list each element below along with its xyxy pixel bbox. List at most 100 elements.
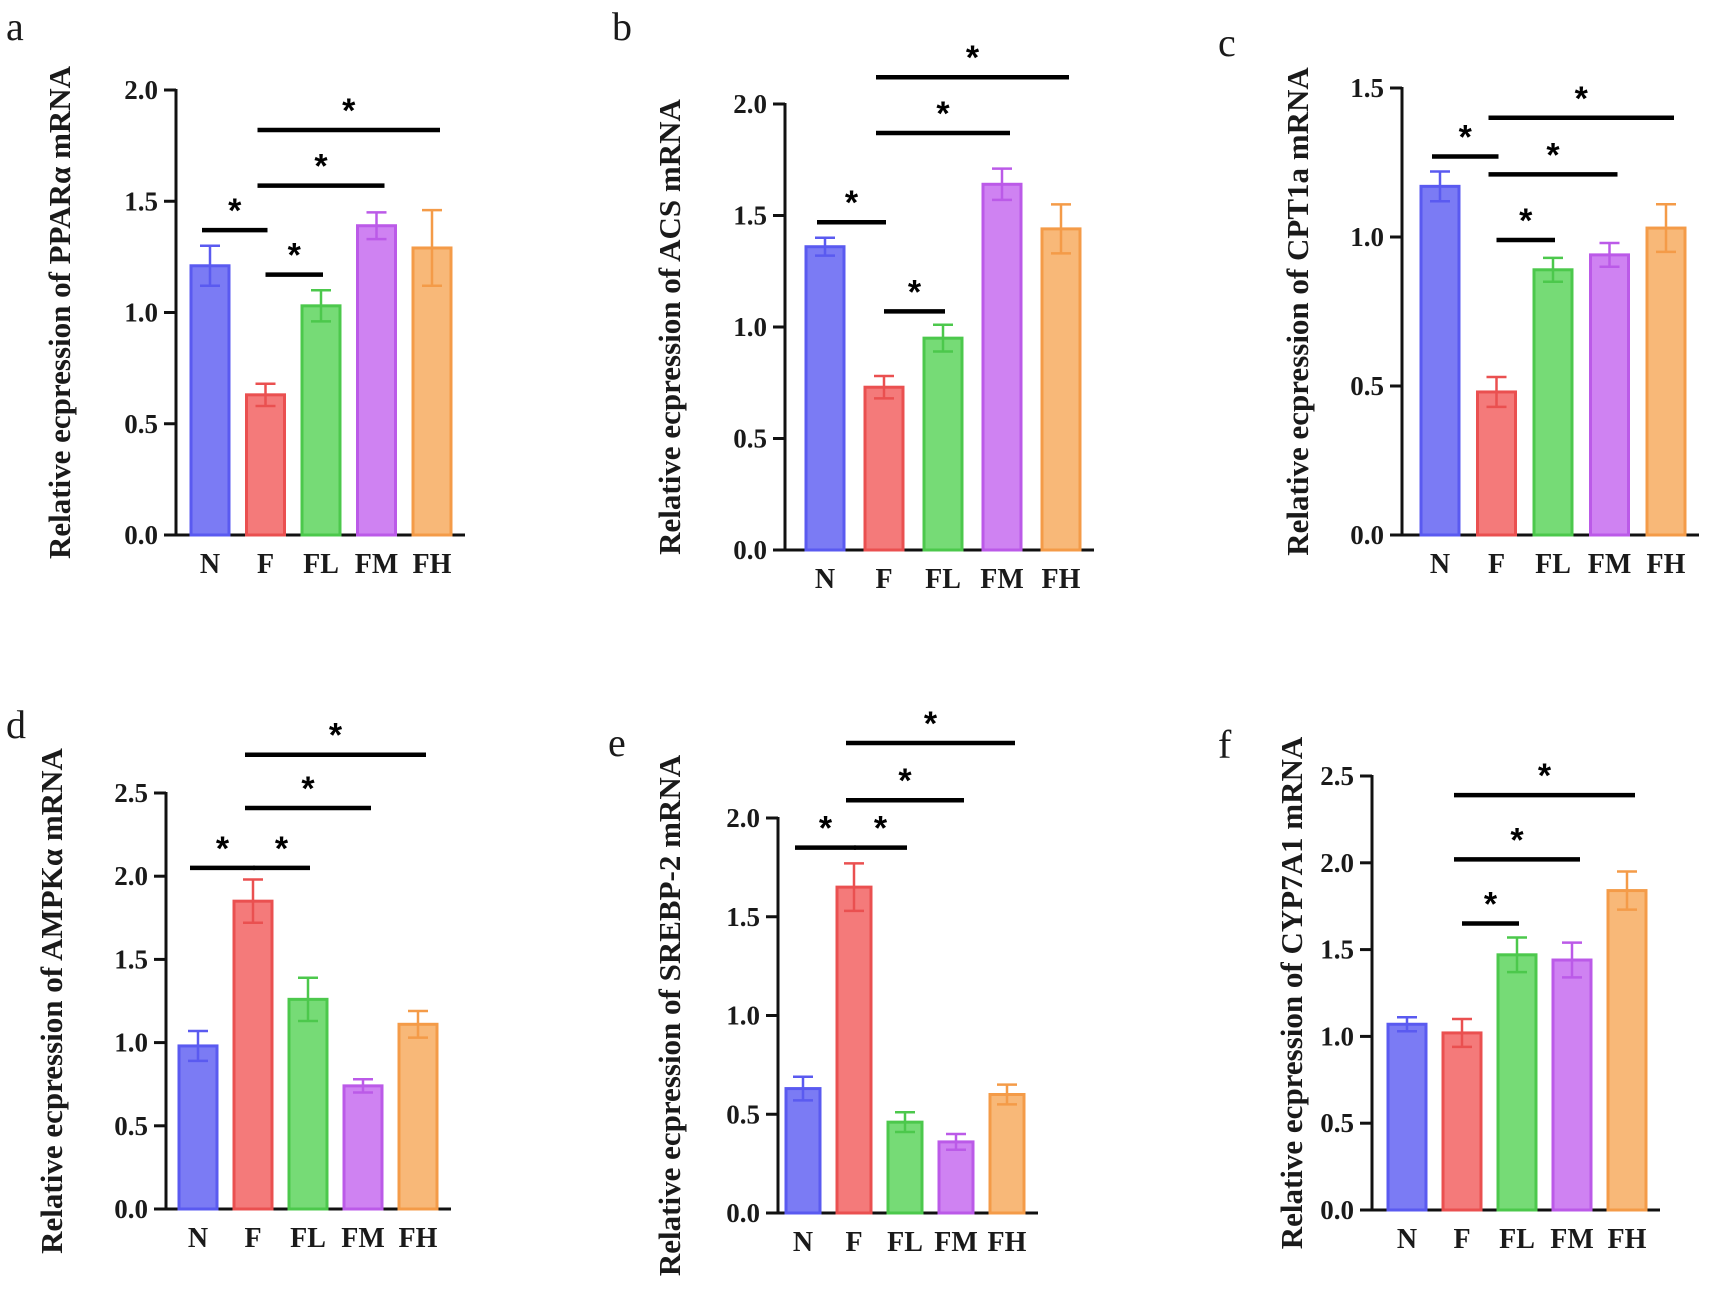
y-tick-label: 2.0	[726, 803, 760, 833]
category-label-FL: FL	[303, 549, 339, 580]
y-tick-label: 1.0	[1320, 1021, 1354, 1051]
significance-star: *	[329, 717, 343, 755]
category-label-N: N	[793, 1227, 813, 1258]
significance-star: *	[936, 95, 950, 133]
category-label-F: F	[845, 1227, 862, 1258]
y-tick-label: 0.5	[124, 409, 158, 439]
bar-FM	[981, 182, 1023, 552]
bar-FL	[1496, 953, 1538, 1212]
bar-F	[245, 393, 286, 537]
y-axis-label: Relative ecpression of SREBP-2 mRNA	[652, 754, 687, 1276]
category-label-F: F	[257, 549, 274, 580]
y-tick-label: 0.5	[733, 424, 767, 454]
category-label-F: F	[875, 564, 892, 595]
category-label-FM: FM	[355, 549, 399, 580]
category-label-FL: FL	[887, 1227, 923, 1258]
category-label-FL: FL	[925, 564, 961, 595]
significance-star: *	[1538, 757, 1552, 795]
bar-FM	[1589, 253, 1630, 537]
bar-FH	[411, 246, 453, 537]
category-label-FH: FH	[1608, 1224, 1647, 1255]
category-label-FM: FM	[934, 1227, 978, 1258]
y-tick-label: 1.5	[1320, 935, 1354, 965]
bar-FM	[937, 1140, 975, 1215]
y-tick-label: 1.0	[114, 1028, 148, 1058]
bar-FH	[988, 1093, 1026, 1215]
y-tick-label: 0.5	[114, 1111, 148, 1141]
category-label-FM: FM	[1588, 549, 1632, 580]
bar-F	[863, 385, 905, 552]
bar-F	[232, 899, 274, 1211]
bar-FM	[1551, 958, 1593, 1212]
category-label-FL: FL	[1499, 1224, 1535, 1255]
y-axis-label: Relative ecpression of PPARα mRNA	[42, 65, 77, 559]
significance-star: *	[1459, 119, 1473, 157]
category-label-FM: FM	[341, 1223, 385, 1254]
bar-N	[177, 1044, 219, 1211]
category-label-N: N	[1397, 1224, 1417, 1255]
significance-star: *	[301, 770, 315, 808]
y-tick-label: 1.5	[124, 186, 158, 216]
category-label-FH: FH	[413, 549, 452, 580]
bar-N	[1419, 184, 1461, 537]
category-label-FM: FM	[980, 564, 1024, 595]
category-label-FH: FH	[1647, 549, 1686, 580]
y-tick-label: 1.0	[1350, 222, 1384, 252]
panel-letter: c	[1218, 20, 1236, 65]
y-tick-label: 0.0	[1320, 1195, 1354, 1225]
y-tick-label: 1.5	[733, 201, 767, 231]
bar-FL	[300, 304, 342, 537]
category-label-FL: FL	[290, 1223, 326, 1254]
y-tick-label: 2.5	[114, 778, 148, 808]
y-tick-label: 0.0	[1350, 520, 1384, 550]
y-tick-label: 0.0	[726, 1198, 760, 1228]
y-tick-label: 0.5	[1350, 371, 1384, 401]
y-tick-label: 0.0	[733, 535, 767, 565]
significance-star: *	[342, 92, 356, 130]
y-axis-label: Relative ecpression of CPT1a mRNA	[1280, 67, 1315, 556]
panel-b: b Relative ecpression of ACS mRNA 0.0 0.5 1.…	[612, 4, 1094, 595]
bar-FM	[356, 224, 397, 537]
y-tick-label: 2.0	[124, 75, 158, 105]
significance-star: *	[1546, 136, 1560, 174]
panel-letter: d	[6, 702, 26, 747]
bar-F	[1476, 390, 1517, 537]
y-tick-label: 1.5	[726, 902, 760, 932]
y-tick-label: 0.0	[114, 1194, 148, 1224]
category-label-N: N	[1430, 549, 1450, 580]
bar-FL	[886, 1120, 924, 1215]
y-tick-label: 0.0	[124, 520, 158, 550]
significance-star: *	[924, 705, 938, 743]
y-axis-label: Relative ecpression of ACS mRNA	[652, 99, 687, 555]
bar-N	[784, 1087, 822, 1215]
panel-letter: f	[1218, 722, 1232, 767]
bar-FL	[287, 997, 329, 1211]
category-label-FL: FL	[1535, 549, 1571, 580]
y-tick-label: 1.0	[726, 1001, 760, 1031]
panel-letter: b	[612, 4, 632, 49]
category-label-F: F	[1488, 549, 1505, 580]
significance-star: *	[1484, 886, 1498, 924]
y-tick-label: 2.0	[733, 89, 767, 119]
bar-N	[804, 245, 846, 552]
panel-letter: e	[608, 720, 626, 765]
y-axis-label: Relative ecpression of CYP7A1 mRNA	[1274, 736, 1309, 1249]
significance-star: *	[845, 184, 859, 222]
category-label-FM: FM	[1550, 1224, 1594, 1255]
y-tick-label: 1.5	[114, 944, 148, 974]
significance-star: *	[966, 39, 980, 77]
bar-FL	[922, 336, 964, 552]
bar-N	[189, 264, 231, 537]
category-label-N: N	[815, 564, 835, 595]
significance-star: *	[874, 810, 888, 848]
significance-star: *	[275, 830, 289, 868]
bar-FH	[1606, 889, 1648, 1212]
bar-N	[1386, 1022, 1428, 1212]
significance-star: *	[228, 192, 242, 230]
bar-F	[1441, 1031, 1483, 1212]
significance-star: *	[216, 830, 230, 868]
category-label-FH: FH	[399, 1223, 438, 1254]
panel-f: f Relative ecpression of CYP7A1 mRNA 0.0 0.…	[1218, 722, 1660, 1255]
